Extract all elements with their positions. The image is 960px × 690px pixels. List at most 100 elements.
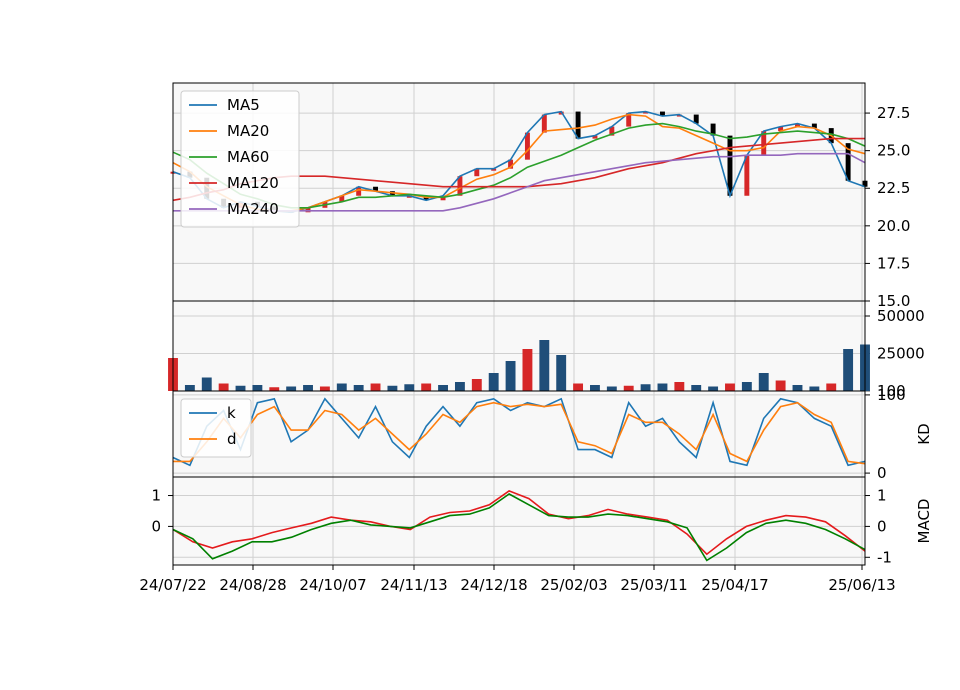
x-tick-label: 24/12/18 xyxy=(460,576,527,594)
volume-bar xyxy=(438,385,448,391)
volume-bar xyxy=(522,349,533,391)
legend-label: MA60 xyxy=(227,148,269,166)
y-tick-label: 50000 xyxy=(877,307,925,325)
candle xyxy=(541,114,547,133)
candle xyxy=(339,195,345,202)
panel-background xyxy=(173,477,865,565)
legend: kd xyxy=(180,398,252,458)
candle xyxy=(474,168,480,177)
x-tick-label: 25/03/11 xyxy=(620,576,687,594)
volume-bar xyxy=(252,385,263,391)
y-tick-label: 0 xyxy=(877,464,887,482)
y-tick-label: -1 xyxy=(877,548,892,566)
chart-panels: 15.0 17.5 20.0 22.5 25.0 27.5 MA5 MA20 MA60 MA120… xyxy=(151,82,933,566)
y-tick-label: 27.5 xyxy=(877,104,910,122)
volume-bar xyxy=(336,383,347,391)
y-axis-label: KD xyxy=(915,423,933,444)
candle xyxy=(356,186,362,196)
x-tick-label: 25/04/17 xyxy=(701,576,768,594)
volume-bar xyxy=(201,377,212,391)
panel-volume: 100 25000 50000 xyxy=(168,300,925,400)
y-axis-label: MACD xyxy=(915,499,933,544)
candle xyxy=(778,126,784,132)
volume-bar xyxy=(184,385,195,391)
series-macd xyxy=(172,489,866,556)
x-tick-label: 25/06/13 xyxy=(828,576,895,594)
candle xyxy=(710,123,716,136)
y-tick-label: 0 xyxy=(877,517,887,535)
y-tick-label: 20.0 xyxy=(877,217,910,235)
volume-bar xyxy=(826,383,837,391)
volume-bar xyxy=(741,382,752,391)
legend-label: MA120 xyxy=(227,174,279,192)
y-tick-label: 1 xyxy=(877,487,887,505)
volume-bar xyxy=(269,387,280,391)
candle xyxy=(508,159,514,169)
y-tick-label: 100 xyxy=(877,386,906,404)
volume-bar xyxy=(421,383,432,391)
x-tick-label: 24/07/22 xyxy=(139,576,206,594)
volume-bar xyxy=(691,385,702,391)
panel-frame xyxy=(172,476,866,566)
volume-bar xyxy=(556,355,567,391)
candle xyxy=(659,111,665,117)
candle xyxy=(524,132,530,160)
volume-bar xyxy=(674,382,685,391)
candle xyxy=(744,155,750,196)
series-d xyxy=(173,401,866,465)
volume-bar xyxy=(319,386,330,391)
y-tick-label: 100 xyxy=(877,382,906,400)
candle xyxy=(795,123,800,127)
volume-bar xyxy=(235,385,246,391)
legend-label: k xyxy=(227,404,236,422)
volume-bar xyxy=(370,383,381,391)
legend-box xyxy=(180,398,252,458)
legend-label: MA20 xyxy=(227,122,269,140)
volume-bar xyxy=(488,373,499,391)
x-tick-label: 25/02/03 xyxy=(540,576,607,594)
legend-label: MA5 xyxy=(227,96,260,114)
volume-bar xyxy=(454,382,465,391)
y-tick-label: 17.5 xyxy=(877,254,910,272)
series-signal xyxy=(172,493,866,562)
volume-bar xyxy=(708,386,719,391)
y-tick-label: 0 xyxy=(151,517,161,535)
legend-box xyxy=(180,90,300,228)
volume-bar xyxy=(286,386,297,391)
volume-bar xyxy=(303,385,313,391)
candle xyxy=(406,195,412,198)
candle xyxy=(373,186,379,192)
candle xyxy=(575,111,581,139)
volume-bar xyxy=(404,384,415,391)
panel-kd: 0 100 kd KD xyxy=(172,386,933,482)
y-tick-label: 25.0 xyxy=(877,142,910,160)
volume-bar xyxy=(792,385,803,391)
x-tick-label: 24/10/07 xyxy=(299,576,366,594)
volume-bar xyxy=(353,385,364,391)
panel-macd: -1 0 1 0 1 MACD xyxy=(151,476,933,566)
volume-bar xyxy=(539,340,550,391)
legend-label: d xyxy=(227,430,237,448)
volume-bar xyxy=(775,380,786,391)
y-tick-label: 25000 xyxy=(877,345,925,363)
y-tick-label: 1 xyxy=(151,487,161,505)
volume-bar xyxy=(606,386,617,391)
legend: MA5 MA20 MA60 MA120 MA240 xyxy=(180,90,300,228)
volume-bar xyxy=(387,385,398,391)
candle xyxy=(845,143,851,181)
volume-bar xyxy=(623,385,634,391)
panel-price: 15.0 17.5 20.0 22.5 25.0 27.5 MA5 MA20 MA60 MA120… xyxy=(170,82,910,310)
legend-label: MA240 xyxy=(227,200,279,218)
y-tick-label: 22.5 xyxy=(877,179,910,197)
candle xyxy=(609,126,615,136)
volume-bar xyxy=(758,373,769,391)
volume-bar xyxy=(843,349,854,391)
candle xyxy=(626,113,632,127)
volume-bar xyxy=(471,379,482,391)
volume-bar xyxy=(573,383,584,391)
volume-bar xyxy=(725,383,735,391)
volume-bar xyxy=(590,385,600,391)
candle xyxy=(592,135,598,139)
x-axis-ticks: 24/07/22 24/08/28 24/10/07 24/11/13 24/12/18… xyxy=(139,565,896,594)
